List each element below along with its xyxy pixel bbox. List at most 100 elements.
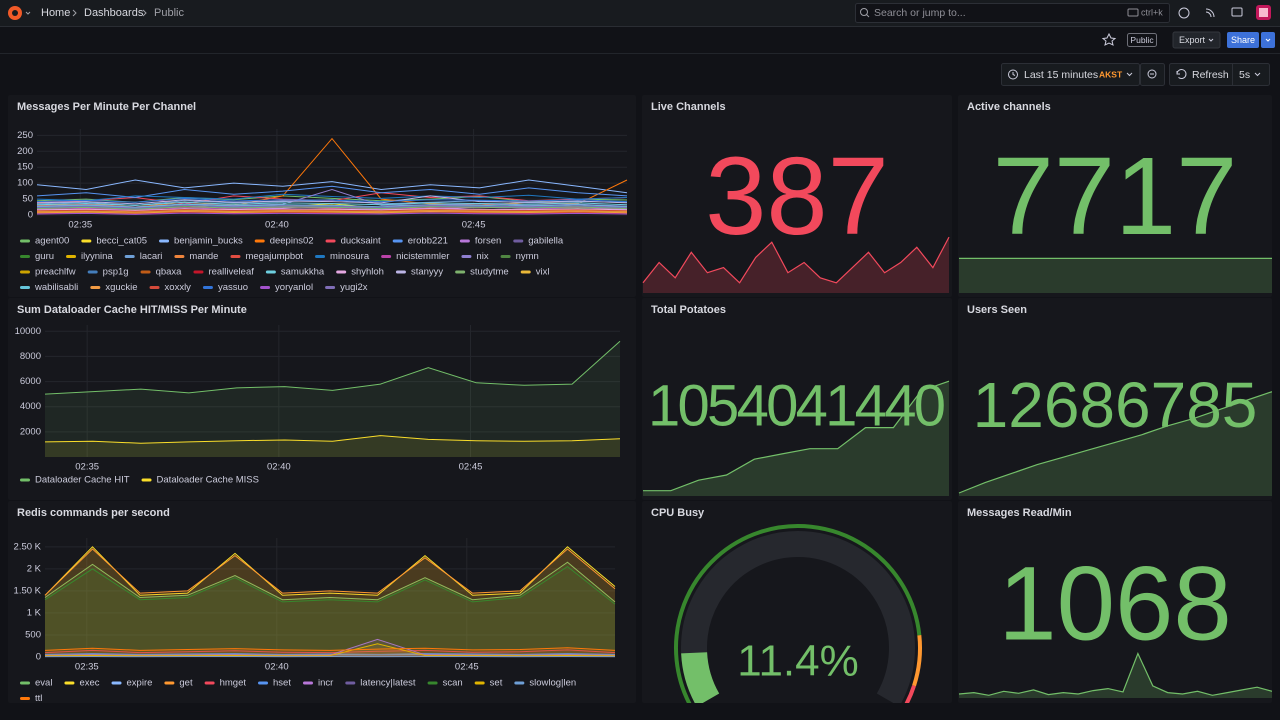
legend-item[interactable]: psp1g xyxy=(87,267,129,278)
legend-label: guru xyxy=(35,251,54,262)
legend-label: nymn xyxy=(516,251,539,262)
legend-label: hmget xyxy=(220,678,247,689)
legend-item[interactable]: agent00 xyxy=(20,236,69,247)
legend-item[interactable]: gabilella xyxy=(513,236,564,247)
legend-item[interactable]: ducksaint xyxy=(325,236,381,247)
time-picker[interactable] xyxy=(1001,63,1140,86)
legend-item[interactable]: nymn xyxy=(500,251,539,262)
series-line xyxy=(44,548,616,596)
legend-item[interactable]: vixl xyxy=(520,267,550,278)
search-box[interactable] xyxy=(855,3,1170,23)
legend-item[interactable]: xoxxly xyxy=(149,282,192,293)
legend-item[interactable]: ttl xyxy=(20,693,42,704)
series-line xyxy=(44,546,616,596)
legend-item[interactable]: erobb221 xyxy=(392,236,448,247)
refresh-interval: 5s xyxy=(1239,69,1250,81)
breadcrumb-home[interactable]: Home xyxy=(41,7,70,19)
legend-item[interactable]: set xyxy=(474,678,503,689)
legend-item[interactable]: megajumpbot xyxy=(230,251,303,262)
legend-item[interactable]: nix xyxy=(461,251,489,262)
y-tick-label: 150 xyxy=(17,162,33,173)
legend-item[interactable]: incr xyxy=(302,678,333,689)
legend-item[interactable]: preachlfw xyxy=(20,267,76,278)
series-line xyxy=(44,647,616,651)
public-tag-label: Public xyxy=(1130,35,1154,45)
legend-label: erobb221 xyxy=(408,236,448,247)
y-tick-label: 2.50 K xyxy=(14,541,42,552)
legend-item[interactable]: stanyyy xyxy=(395,267,443,278)
legend-item[interactable]: mande xyxy=(174,251,218,262)
kiosk-icon[interactable] xyxy=(1231,7,1243,17)
legend-item[interactable]: forsen xyxy=(459,236,501,247)
series-line xyxy=(44,643,616,657)
legend-item[interactable]: wabilisabli xyxy=(20,282,78,293)
legend-item[interactable]: guru xyxy=(20,251,54,262)
legend-item[interactable]: exec xyxy=(64,678,100,689)
legend-item[interactable]: scan xyxy=(427,678,463,689)
legend-label: Dataloader Cache HIT xyxy=(35,475,130,486)
legend-item[interactable]: nicistemmler xyxy=(381,251,449,262)
panel: Live Channels 387 xyxy=(642,95,952,297)
legend-swatch xyxy=(381,255,392,258)
series-line xyxy=(44,435,621,444)
legend-item[interactable]: yoryanlol xyxy=(260,282,313,293)
legend-item[interactable]: minosura xyxy=(315,251,370,262)
x-tick-label: 02:40 xyxy=(265,220,289,231)
legend-item[interactable]: yassuo xyxy=(202,282,248,293)
panel-background xyxy=(958,298,1272,500)
legend-item[interactable]: realliveleaf xyxy=(193,267,254,278)
legend-item[interactable]: lacari xyxy=(124,251,163,262)
legend-item[interactable]: eval xyxy=(20,678,52,689)
legend-swatch xyxy=(325,286,336,289)
legend-item[interactable]: benjamin_bucks xyxy=(159,236,243,247)
legend-label: nicistemmler xyxy=(396,251,449,262)
y-tick-label: 10000 xyxy=(15,326,41,337)
legend-label: ducksaint xyxy=(341,236,381,247)
export-button[interactable] xyxy=(1172,31,1221,49)
legend-label: samukkha xyxy=(281,267,325,278)
legend-item[interactable]: latency|latest xyxy=(345,678,416,689)
series-line xyxy=(36,204,628,210)
legend-item[interactable]: Dataloader Cache MISS xyxy=(141,475,259,486)
legend-item[interactable]: studytme xyxy=(455,267,509,278)
help-icon[interactable] xyxy=(1178,7,1190,19)
legend-item[interactable]: slowlog|len xyxy=(514,678,576,689)
legend-swatch xyxy=(392,239,403,243)
legend-item[interactable]: get xyxy=(164,678,193,689)
legend-item[interactable]: hset xyxy=(258,678,291,689)
legend-item[interactable]: yugi2x xyxy=(325,282,368,293)
stat-value: 7717 xyxy=(993,135,1238,258)
legend-swatch xyxy=(140,270,151,274)
breadcrumb-dashboards[interactable]: Dashboards xyxy=(84,7,144,19)
legend-item[interactable]: qbaxa xyxy=(140,267,183,278)
news-icon[interactable] xyxy=(1205,8,1215,18)
legend-item[interactable]: shyhloh xyxy=(336,267,384,278)
legend-label: shyhloh xyxy=(351,267,384,278)
legend-item[interactable]: hmget xyxy=(204,678,247,689)
legend-item[interactable]: deepins02 xyxy=(254,236,314,247)
legend-label: forsen xyxy=(475,236,501,247)
legend-swatch xyxy=(193,270,204,274)
legend-item[interactable]: ilyynina xyxy=(66,251,113,262)
legend-swatch xyxy=(345,681,356,685)
share-button[interactable] xyxy=(1227,32,1259,48)
legend-item[interactable]: expire xyxy=(111,678,153,689)
share-dropdown[interactable] xyxy=(1261,32,1275,48)
series-line xyxy=(36,212,628,215)
legend-item[interactable]: xguckie xyxy=(90,282,138,293)
legend-label: psp1g xyxy=(103,267,129,278)
legend-item[interactable]: becci_cat05 xyxy=(81,236,147,247)
series-line xyxy=(36,203,628,208)
series-line xyxy=(36,210,628,214)
legend-item[interactable]: samukkha xyxy=(265,267,325,278)
share-label: Share xyxy=(1231,35,1255,45)
panel-title: Live Channels xyxy=(651,101,726,113)
sparkline-area xyxy=(959,258,1272,293)
refresh-picker[interactable] xyxy=(1169,63,1270,86)
star-icon[interactable] xyxy=(1101,32,1117,46)
sparkline-line xyxy=(958,391,1272,494)
legend-label: becci_cat05 xyxy=(96,236,147,247)
legend-label: qbaxa xyxy=(156,267,183,278)
legend-item[interactable]: Dataloader Cache HIT xyxy=(20,475,130,486)
sparkline-line xyxy=(643,380,950,492)
